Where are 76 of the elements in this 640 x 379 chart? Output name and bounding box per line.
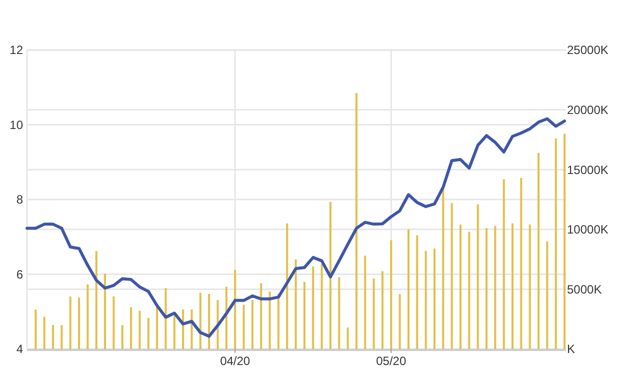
- bar: [78, 298, 80, 349]
- y2-tick-label: 25000K: [567, 43, 608, 58]
- bar: [372, 278, 375, 349]
- line-series: [26, 117, 566, 338]
- bar: [468, 232, 470, 349]
- bar: [312, 266, 314, 349]
- bar: [520, 178, 522, 349]
- bar: [190, 310, 193, 349]
- bar: [476, 204, 479, 349]
- bar: [260, 283, 262, 349]
- bar: [251, 300, 254, 349]
- bar: [234, 270, 236, 349]
- bar: [147, 318, 150, 349]
- bar: [138, 310, 141, 349]
- bar: [381, 271, 384, 349]
- bar: [34, 310, 37, 349]
- bar: [486, 228, 488, 349]
- bar: [303, 282, 306, 349]
- bar: [216, 300, 219, 349]
- bar: [346, 327, 349, 349]
- bar: [390, 240, 392, 349]
- bar: [104, 274, 106, 349]
- bar: [69, 296, 72, 349]
- bar: [121, 325, 124, 349]
- bar: [156, 304, 158, 349]
- bar: [320, 264, 323, 349]
- bar: [329, 202, 332, 349]
- y-tick-label: 12: [10, 43, 24, 58]
- bar: [86, 284, 89, 349]
- bar: [442, 188, 444, 349]
- bar: [286, 223, 288, 349]
- y2-tick-label: 15000K: [567, 162, 608, 177]
- bar: [225, 286, 228, 349]
- bar: [416, 235, 418, 349]
- bar: [424, 250, 427, 349]
- bar: [277, 294, 280, 349]
- bar: [268, 292, 271, 349]
- x-tick-label: 04/20: [220, 354, 250, 368]
- bar: [52, 325, 54, 349]
- bar: [494, 226, 496, 349]
- bar: [512, 223, 514, 349]
- bar: [95, 250, 98, 349]
- bar: [242, 304, 245, 349]
- bar: [538, 152, 540, 349]
- y-tick-label: 8: [16, 192, 24, 207]
- y2-tick-label: K: [567, 342, 576, 356]
- bar: [564, 134, 566, 349]
- bar: [173, 316, 176, 349]
- bar: [502, 179, 505, 349]
- bar: [364, 256, 366, 349]
- bar: [60, 325, 63, 349]
- bar: [182, 310, 184, 349]
- bar: [398, 294, 401, 349]
- bar: [112, 296, 115, 349]
- bar: [130, 307, 132, 349]
- y-tick-label: 4: [16, 342, 24, 356]
- bar: [43, 316, 46, 349]
- y-tick-label: 6: [16, 267, 24, 282]
- y2-tick-label: 20000K: [567, 103, 608, 117]
- bar: [208, 294, 210, 349]
- bar: [355, 93, 358, 349]
- bar: [164, 288, 167, 349]
- bar: [433, 248, 436, 349]
- y-tick-label: 10: [10, 118, 24, 132]
- x-tick-label: 05/20: [376, 354, 406, 368]
- bar: [199, 292, 202, 349]
- bar: [546, 241, 548, 349]
- y2-tick-label: 10000K: [567, 222, 608, 237]
- bar: [294, 259, 297, 349]
- bar: [554, 138, 557, 349]
- bar: [407, 229, 410, 349]
- bar: [338, 277, 340, 349]
- bar: [528, 224, 531, 349]
- bar: [460, 224, 462, 349]
- y2-tick-label: 5000K: [567, 282, 602, 296]
- bar: [450, 203, 453, 349]
